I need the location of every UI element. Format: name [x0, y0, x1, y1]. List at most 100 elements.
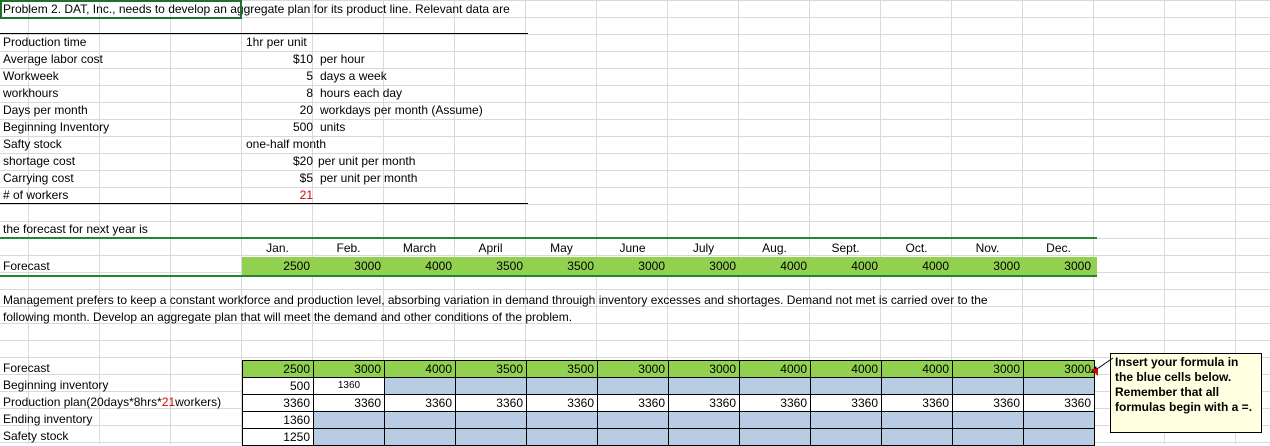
plan-safety-cell[interactable] — [810, 428, 882, 446]
plan-ending-cell[interactable] — [952, 411, 1024, 429]
month-header[interactable]: March — [402, 241, 437, 255]
param-value[interactable]: 1hr per unit — [246, 35, 307, 49]
param-value[interactable]: 20 — [299, 103, 313, 117]
month-header[interactable]: May — [550, 241, 573, 255]
plan-ending-cell[interactable] — [739, 411, 811, 429]
forecast-value[interactable]: 3500 — [496, 259, 523, 273]
param-value[interactable]: 8 — [306, 86, 313, 100]
plan-safety-cell[interactable] — [1023, 428, 1095, 446]
forecast-value[interactable]: 4000 — [922, 259, 949, 273]
plan-safety-cell[interactable] — [526, 428, 598, 446]
plan-production-cell[interactable]: 3360 — [739, 394, 811, 412]
plan-beginning-cell[interactable] — [1023, 377, 1095, 395]
plan-beginning-cell[interactable] — [810, 377, 882, 395]
plan-safety-cell[interactable] — [384, 428, 456, 446]
forecast-value[interactable]: 3500 — [567, 259, 594, 273]
plan-forecast-cell[interactable]: 3000 — [668, 360, 740, 378]
param-value[interactable]: $10 — [292, 52, 313, 66]
plan-production-cell[interactable]: 3360 — [313, 394, 385, 412]
param-unit[interactable]: hours each day — [320, 86, 403, 100]
plan-ending-cell[interactable] — [313, 411, 385, 429]
plan-forecast-cell[interactable]: 3000 — [313, 360, 385, 378]
plan-production-cell[interactable]: 3360 — [455, 394, 527, 412]
forecast-value[interactable]: 4000 — [851, 259, 878, 273]
plan-safety-cell[interactable] — [952, 428, 1024, 446]
forecast-value[interactable]: 4000 — [780, 259, 807, 273]
plan-safety-cell[interactable] — [668, 428, 740, 446]
param-label[interactable]: Safty stock — [3, 137, 62, 151]
plan-ending-cell[interactable] — [881, 411, 953, 429]
plan-beginning-cell[interactable] — [384, 377, 456, 395]
plan-production-cell[interactable]: 3360 — [526, 394, 598, 412]
forecast-value[interactable]: 2500 — [283, 259, 310, 273]
plan-beginning-cell[interactable] — [952, 377, 1024, 395]
month-header[interactable]: June — [619, 241, 646, 255]
plan-production-cell[interactable]: 3360 — [1023, 394, 1095, 412]
month-header[interactable]: Feb. — [336, 241, 361, 255]
plan-beginning-cell[interactable] — [668, 377, 740, 395]
param-unit[interactable]: units — [320, 120, 346, 134]
forecast-value[interactable]: 3000 — [638, 259, 665, 273]
plan-production-cell[interactable]: 3360 — [810, 394, 882, 412]
param-label[interactable]: Days per month — [3, 103, 88, 117]
month-header[interactable]: Sept. — [831, 241, 860, 255]
plan-ending-cell[interactable] — [455, 411, 527, 429]
param-label[interactable]: shortage cost — [3, 154, 76, 168]
param-label[interactable]: # of workers — [3, 188, 69, 202]
plan-production-cell[interactable]: 3360 — [384, 394, 456, 412]
month-header[interactable]: Nov. — [975, 241, 1000, 255]
plan-ending-cell[interactable]: 1360 — [242, 411, 314, 429]
forecast-row-label[interactable]: Forecast — [3, 259, 50, 273]
plan-ending-label[interactable]: Ending inventory — [3, 412, 93, 426]
plan-production-cell[interactable]: 3360 — [242, 394, 314, 412]
forecast-value[interactable]: 3000 — [1064, 259, 1091, 273]
plan-forecast-cell[interactable]: 2500 — [242, 360, 314, 378]
param-unit[interactable]: per unit per month — [318, 154, 416, 168]
param-unit[interactable]: per hour — [320, 52, 365, 66]
plan-ending-cell[interactable] — [810, 411, 882, 429]
forecast-value[interactable]: 3000 — [993, 259, 1020, 273]
plan-ending-cell[interactable] — [526, 411, 598, 429]
plan-production-cell[interactable]: 3360 — [668, 394, 740, 412]
comment-note[interactable]: Insert your formula in the blue cells be… — [1110, 353, 1262, 433]
plan-beginning-cell[interactable] — [597, 377, 669, 395]
param-label[interactable]: Beginning Inventory — [3, 120, 110, 134]
plan-beginning-cell[interactable] — [455, 377, 527, 395]
plan-forecast-cell[interactable]: 3000 — [1023, 360, 1095, 378]
plan-forecast-cell[interactable]: 3500 — [526, 360, 598, 378]
plan-forecast-cell[interactable]: 4000 — [739, 360, 811, 378]
param-label[interactable]: Average labor cost — [3, 52, 103, 66]
plan-safety-cell[interactable] — [881, 428, 953, 446]
forecast-value[interactable]: 3000 — [354, 259, 381, 273]
plan-safety-cell[interactable] — [597, 428, 669, 446]
param-unit[interactable]: per unit per month — [320, 171, 418, 185]
plan-ending-cell[interactable] — [384, 411, 456, 429]
plan-forecast-cell[interactable]: 4000 — [384, 360, 456, 378]
plan-forecast-cell[interactable]: 4000 — [810, 360, 882, 378]
param-label[interactable]: Workweek — [3, 69, 59, 83]
plan-ending-cell[interactable] — [1023, 411, 1095, 429]
plan-forecast-label[interactable]: Forecast — [3, 361, 50, 375]
param-value[interactable]: $5 — [299, 171, 313, 185]
plan-production-cell[interactable]: 3360 — [952, 394, 1024, 412]
plan-beginning-cell[interactable] — [739, 377, 811, 395]
month-header[interactable]: Jan. — [266, 241, 289, 255]
param-value[interactable]: $20 — [292, 154, 313, 168]
plan-safety-cell[interactable] — [739, 428, 811, 446]
plan-beginning-cell[interactable]: 1360 — [313, 377, 385, 395]
param-value[interactable]: one-half month — [246, 137, 327, 151]
plan-safety-cell[interactable] — [313, 428, 385, 446]
param-label[interactable]: Production time — [3, 35, 87, 49]
param-unit[interactable]: workdays per month (Assume) — [320, 103, 483, 117]
month-header[interactable]: Oct. — [905, 241, 928, 255]
plan-beginning-cell[interactable]: 500 — [242, 377, 314, 395]
month-header[interactable]: April — [478, 241, 503, 255]
plan-safety-cell[interactable] — [455, 428, 527, 446]
param-value[interactable]: 21 — [299, 188, 313, 202]
plan-safety-cell[interactable]: 1250 — [242, 428, 314, 446]
plan-forecast-cell[interactable]: 3000 — [597, 360, 669, 378]
plan-ending-cell[interactable] — [597, 411, 669, 429]
plan-production-cell[interactable]: 3360 — [881, 394, 953, 412]
forecast-heading[interactable]: the forecast for next year is — [3, 222, 148, 236]
month-header[interactable]: Aug. — [762, 241, 787, 255]
